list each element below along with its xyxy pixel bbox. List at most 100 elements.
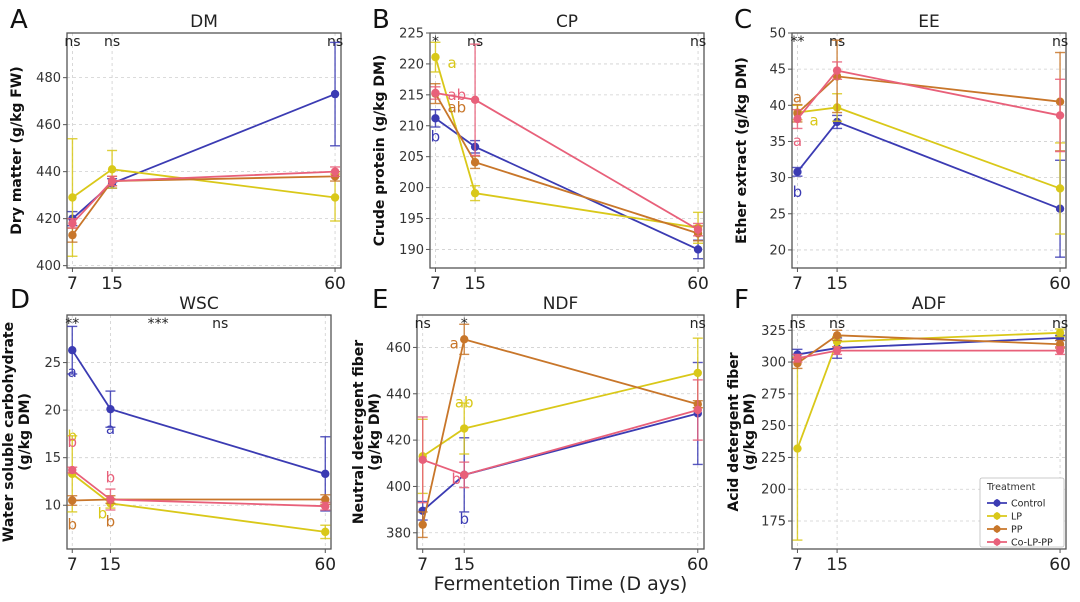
y-axis-label-line: Crude protein (g/kg DM) bbox=[372, 55, 388, 247]
data-point bbox=[1055, 328, 1065, 338]
y-tick-label: 40 bbox=[769, 99, 786, 114]
y-tick-label: 440 bbox=[386, 387, 411, 402]
y-tick-label: 300 bbox=[761, 356, 786, 371]
y-axis-label-line: (g/kg DM) bbox=[367, 393, 383, 471]
data-point bbox=[460, 335, 469, 344]
y-tick-label: 225 bbox=[761, 451, 786, 466]
series-control bbox=[67, 325, 331, 512]
series-control bbox=[417, 361, 703, 521]
significance-letter: ab bbox=[455, 394, 474, 412]
y-tick-label: 35 bbox=[769, 135, 786, 150]
plot-frame bbox=[429, 32, 705, 269]
data-point bbox=[1055, 184, 1065, 193]
significance-label: ns bbox=[1052, 34, 1068, 50]
y-axis-label: Crude protein (g/kg DM) bbox=[372, 55, 388, 247]
legend-entry: Control bbox=[987, 499, 1045, 510]
data-point bbox=[470, 158, 480, 167]
y-tick-label: 225 bbox=[399, 27, 424, 42]
y-tick-label: 10 bbox=[44, 499, 61, 514]
data-point bbox=[106, 404, 115, 414]
x-tick-label: 60 bbox=[324, 274, 346, 294]
data-point bbox=[107, 165, 117, 174]
legend-label: Control bbox=[1011, 499, 1045, 510]
significance-label: ns bbox=[1052, 316, 1068, 332]
x-tick-label: 15 bbox=[453, 555, 475, 575]
y-tick-label: 45 bbox=[769, 63, 786, 78]
data-point bbox=[418, 520, 427, 529]
series-control bbox=[792, 114, 1066, 258]
data-point bbox=[1055, 111, 1065, 120]
legend-entry: PP bbox=[987, 525, 1023, 536]
legend-marker bbox=[993, 499, 1001, 507]
significance-letter: a bbox=[793, 88, 802, 106]
data-point bbox=[68, 230, 77, 240]
legend-label: LP bbox=[1011, 512, 1022, 523]
y-tick-label: 25 bbox=[44, 356, 61, 371]
panel-letter: A bbox=[10, 5, 28, 35]
data-point bbox=[107, 176, 117, 186]
x-tick-label: 60 bbox=[687, 555, 709, 575]
legend-label: Co-LP-PP bbox=[1011, 538, 1053, 549]
y-tick-label: 440 bbox=[36, 165, 61, 180]
significance-label: ns bbox=[829, 316, 845, 332]
y-axis-label-line: Ether extract (g/kg DM) bbox=[734, 57, 750, 244]
x-tick-label: 15 bbox=[464, 274, 486, 294]
panel-title: EE bbox=[918, 12, 939, 32]
y-tick-label: 30 bbox=[769, 171, 786, 186]
significance-letter: ab bbox=[447, 99, 466, 117]
series-control bbox=[67, 41, 341, 227]
y-axis-label: Acid detergent fiber(g/kg DM) bbox=[726, 352, 758, 511]
y-tick-label: 20 bbox=[44, 404, 61, 419]
x-axis-label: Fermentetion Time (D ays) bbox=[434, 573, 688, 595]
significance-label: ns bbox=[789, 316, 805, 332]
y-axis-label-line: (g/kg DM) bbox=[742, 393, 758, 471]
legend-marker bbox=[993, 525, 1001, 533]
significance-letter: b bbox=[106, 513, 116, 531]
data-point bbox=[431, 114, 440, 123]
x-tick-label: 15 bbox=[826, 555, 848, 575]
y-axis-label-line: Acid detergent fiber bbox=[726, 352, 742, 511]
series-lp bbox=[67, 138, 341, 257]
panel-f: F ADF 175 200 225 250 275 300 325 7 15 60 Acid deter… bbox=[726, 285, 1071, 575]
significance-letter: b bbox=[67, 433, 77, 451]
x-tick-label: 7 bbox=[417, 555, 428, 575]
data-point bbox=[321, 495, 330, 504]
significance-letter: b bbox=[67, 515, 77, 533]
x-tick-label: 60 bbox=[1049, 555, 1071, 575]
y-tick-label: 205 bbox=[399, 150, 424, 165]
panel-title: CP bbox=[556, 12, 578, 32]
series-co-lp-pp bbox=[792, 61, 1066, 153]
series-co-lp-pp bbox=[67, 166, 341, 229]
significance-label: ns bbox=[690, 34, 706, 50]
series-co-lp-pp bbox=[430, 43, 704, 237]
x-tick-label: 7 bbox=[67, 555, 78, 575]
significance-letter: a bbox=[68, 363, 77, 381]
data-point bbox=[460, 470, 469, 480]
significance-letter: ab bbox=[447, 86, 466, 104]
y-axis-label: Water soluble carbohydrate(g/kg DM) bbox=[1, 322, 33, 542]
y-tick-label: 250 bbox=[761, 419, 786, 434]
x-tick-label: 60 bbox=[1049, 274, 1071, 294]
data-point bbox=[693, 405, 702, 415]
data-point bbox=[321, 469, 330, 479]
plot-frame bbox=[416, 314, 705, 550]
panel-c: C EE 20 25 30 35 40 45 50 7 15 60 Ether extract (g/k… bbox=[734, 5, 1071, 294]
panel-letter: D bbox=[10, 285, 30, 315]
significance-label: ns bbox=[415, 316, 431, 332]
y-tick-label: 15 bbox=[44, 451, 61, 466]
y-tick-label: 215 bbox=[399, 88, 424, 103]
y-tick-label: 460 bbox=[36, 118, 61, 133]
y-tick-label: 275 bbox=[761, 387, 786, 402]
y-tick-label: 480 bbox=[36, 71, 61, 86]
panel-title: DM bbox=[190, 12, 218, 32]
significance-letter: b bbox=[98, 504, 108, 522]
data-point bbox=[693, 368, 702, 378]
data-point bbox=[693, 225, 703, 234]
legend: Treatment Control LP PP Co-LP-PP bbox=[979, 477, 1065, 549]
legend-marker bbox=[993, 538, 1001, 546]
y-tick-label: 195 bbox=[399, 212, 424, 227]
data-point bbox=[418, 455, 427, 465]
y-tick-label: 380 bbox=[386, 526, 411, 541]
data-point bbox=[793, 354, 802, 363]
